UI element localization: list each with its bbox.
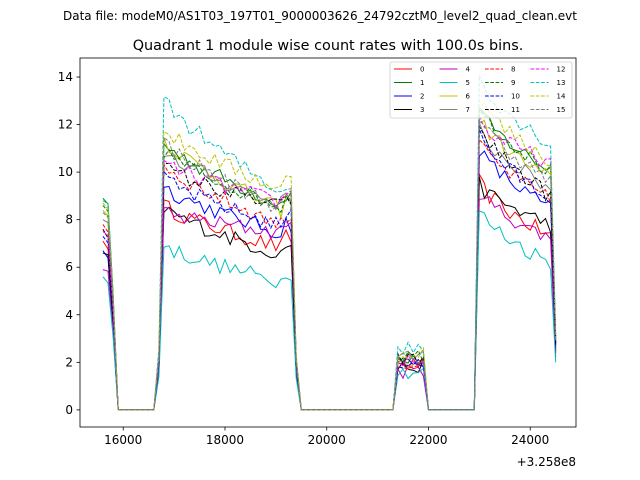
series-line-8	[102, 138, 557, 411]
series-line-2	[102, 150, 557, 411]
legend-label-15: 15	[557, 106, 566, 114]
y-tick-label: 2	[65, 355, 73, 369]
legend-label-6: 6	[466, 93, 471, 101]
y-tick-label: 12	[58, 118, 73, 132]
y-axis: 0 2 4 6 8 10 12 14	[58, 70, 80, 417]
legend-label-11: 11	[511, 106, 520, 114]
series-line-15	[102, 115, 557, 411]
x-tick-label: 16000	[104, 433, 142, 447]
series-line-9	[102, 108, 557, 411]
x-offset-label: +3.258e8	[517, 455, 576, 469]
series-line-5	[102, 210, 557, 411]
chart-title: Quadrant 1 module wise count rates with …	[133, 38, 524, 54]
legend-label-5: 5	[466, 79, 470, 87]
legend-label-8: 8	[511, 66, 515, 74]
legend-box	[389, 61, 573, 119]
legend-label-2: 2	[420, 93, 424, 101]
x-tick-label: 22000	[409, 433, 447, 447]
plot-frame	[79, 57, 577, 428]
y-tick-label: 10	[58, 165, 73, 179]
x-tick-label: 18000	[206, 433, 244, 447]
series-line-4	[102, 196, 557, 411]
x-axis: 16000 18000 20000 22000 24000	[104, 427, 549, 447]
legend-label-3: 3	[420, 106, 424, 114]
plot-lines	[102, 75, 557, 411]
legend-label-1: 1	[420, 79, 424, 87]
y-tick-label: 14	[58, 70, 73, 84]
y-tick-label: 0	[65, 403, 73, 417]
series-line-13	[102, 75, 557, 411]
legend-label-14: 14	[557, 93, 566, 101]
series-line-14	[102, 102, 557, 411]
series-line-10	[102, 128, 557, 411]
y-tick-label: 8	[65, 213, 73, 227]
x-tick-label: 20000	[308, 433, 346, 447]
legend-label-13: 13	[557, 79, 566, 87]
legend-label-12: 12	[557, 66, 566, 74]
legend-label-10: 10	[511, 93, 520, 101]
series-line-6	[102, 119, 557, 411]
legend-label-7: 7	[466, 106, 470, 114]
series-line-11	[102, 124, 557, 411]
y-tick-label: 4	[65, 308, 73, 322]
legend-label-9: 9	[511, 79, 515, 87]
x-tick-label: 24000	[511, 433, 549, 447]
legend-label-4: 4	[466, 66, 471, 74]
figure-suptitle: Data file: modeM0/AS1T03_197T01_90000036…	[63, 9, 577, 23]
y-tick-label: 6	[65, 260, 73, 274]
series-line-12	[102, 119, 557, 411]
series-line-0	[102, 172, 557, 411]
legend-label-0: 0	[420, 66, 424, 74]
